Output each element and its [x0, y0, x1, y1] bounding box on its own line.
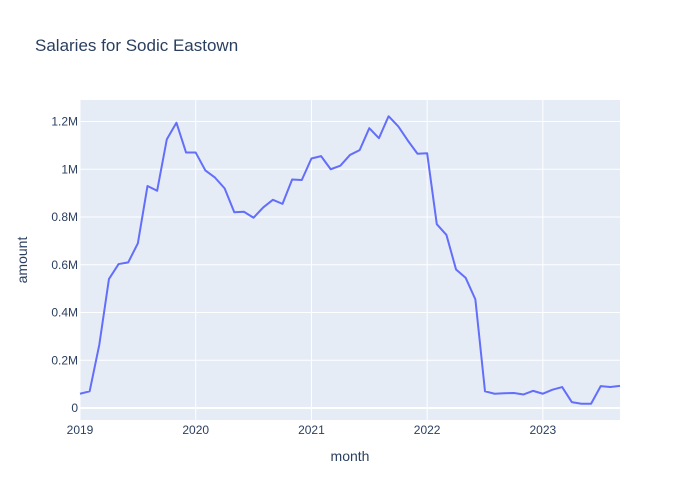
- y-gridlines: [80, 120, 620, 410]
- y-tick-label: 0: [71, 401, 78, 415]
- y-axis-label: amount: [14, 237, 30, 284]
- y-tick-label: 1M: [61, 162, 78, 176]
- x-tick-label: 2022: [414, 423, 441, 437]
- plot-area: [80, 100, 620, 420]
- x-axis-label: month: [331, 448, 370, 464]
- y-tick-label: 0.6M: [51, 258, 78, 272]
- x-tick-label: 2021: [298, 423, 325, 437]
- y-tick-label: 1.2M: [51, 114, 78, 128]
- series-line: [79, 115, 621, 405]
- x-tick-label: 2019: [67, 423, 94, 437]
- y-tick-label: 0.2M: [51, 353, 78, 367]
- y-tick-label: 0.8M: [51, 210, 78, 224]
- chart-title: Salaries for Sodic Eastown: [35, 36, 238, 55]
- x-tick-label: 2020: [182, 423, 209, 437]
- x-tick-labels: 2019 2020 2021 2022 2023: [67, 423, 557, 437]
- y-tick-label: 0.4M: [51, 306, 78, 320]
- x-tick-label: 2023: [530, 423, 557, 437]
- y-tick-labels: 0 0.2M 0.4M 0.6M 0.8M 1M 1.2M: [51, 114, 78, 415]
- series-layer: [79, 115, 621, 405]
